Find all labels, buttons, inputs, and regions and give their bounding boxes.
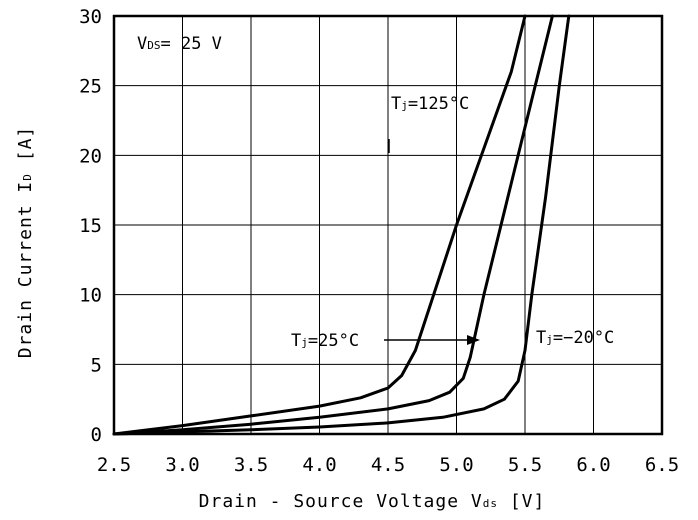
- x-axis-title: Drain - Source Voltage Vds [V]: [199, 491, 546, 512]
- x-tick-label: 6.0: [576, 454, 610, 476]
- y-axis-title: Drain Current ID [A]: [15, 126, 36, 359]
- plot-frame: [112, 14, 664, 436]
- x-tick-label: 5.5: [508, 454, 542, 476]
- x-tick-label: 3.0: [165, 454, 199, 476]
- y-tick-label: 0: [91, 424, 102, 446]
- series-line-0: [112, 14, 527, 436]
- condition-label: VDS= 25 V: [137, 34, 222, 54]
- x-tick-label: 3.5: [234, 454, 268, 476]
- y-tick-label: 15: [79, 215, 102, 237]
- series-labels: Tj=125°C Tj=25°C Tj=−20°C: [291, 94, 614, 351]
- series-line-2: [112, 14, 571, 436]
- series-line-1: [112, 14, 554, 436]
- arrow-head-icon: [467, 335, 480, 345]
- series-label-tj-minus20: Tj=−20°C: [536, 328, 614, 348]
- x-tick-label: 4.5: [371, 454, 405, 476]
- x-tick-label: 5.0: [439, 454, 473, 476]
- series-label-tj-125: Tj=125°C: [391, 94, 469, 114]
- y-tick-label: 20: [79, 145, 102, 167]
- x-tick-label: 2.5: [97, 454, 131, 476]
- y-tick-label: 25: [79, 76, 102, 98]
- y-tick-label: 5: [91, 354, 102, 376]
- series-label-tj-25: Tj=25°C: [291, 331, 359, 351]
- x-axis-ticks: 2.5 3.0 3.5 4.0 4.5 5.0 5.5 6.0 6.5: [97, 454, 679, 476]
- y-axis-ticks: 0 5 10 15 20 25 30: [79, 6, 102, 446]
- curves: [112, 14, 571, 436]
- y-tick-label: 10: [79, 285, 102, 307]
- y-tick-label: 30: [79, 6, 102, 28]
- x-tick-label: 6.5: [645, 454, 679, 476]
- grid: [113, 15, 663, 435]
- x-tick-label: 4.0: [302, 454, 336, 476]
